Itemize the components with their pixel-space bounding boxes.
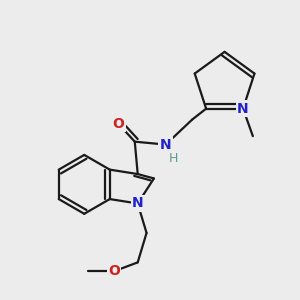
Text: N: N: [160, 138, 172, 152]
Text: H: H: [169, 152, 178, 165]
Text: O: O: [112, 117, 124, 131]
Text: N: N: [237, 102, 249, 116]
Text: N: N: [132, 196, 143, 211]
Text: O: O: [108, 264, 120, 278]
